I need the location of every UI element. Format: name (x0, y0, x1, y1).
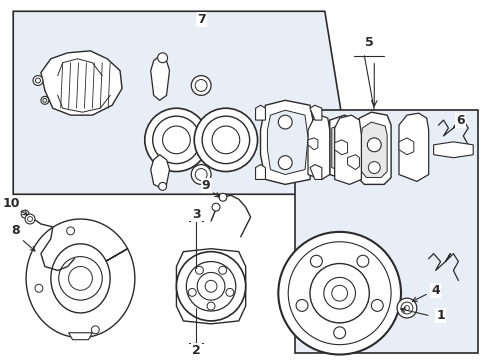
Circle shape (204, 280, 217, 292)
Circle shape (191, 76, 211, 95)
Circle shape (157, 53, 167, 63)
Circle shape (41, 96, 49, 104)
Circle shape (33, 76, 43, 85)
Polygon shape (13, 11, 354, 194)
Polygon shape (331, 124, 352, 171)
Circle shape (191, 165, 211, 184)
Circle shape (195, 80, 207, 91)
Text: 7: 7 (196, 13, 205, 26)
Circle shape (331, 285, 347, 301)
Polygon shape (398, 113, 428, 181)
Circle shape (396, 298, 416, 318)
Circle shape (212, 126, 239, 154)
Circle shape (27, 217, 32, 221)
Circle shape (43, 98, 47, 102)
Circle shape (194, 108, 257, 171)
Polygon shape (398, 138, 413, 155)
Polygon shape (267, 110, 307, 175)
Circle shape (188, 288, 196, 296)
Circle shape (404, 306, 408, 311)
Circle shape (370, 300, 383, 311)
Polygon shape (150, 56, 169, 100)
Polygon shape (357, 112, 390, 184)
Polygon shape (329, 115, 354, 179)
Circle shape (287, 242, 390, 345)
Circle shape (176, 252, 245, 321)
Circle shape (212, 203, 220, 211)
Polygon shape (347, 155, 359, 170)
Polygon shape (176, 249, 245, 324)
Polygon shape (309, 165, 321, 179)
Polygon shape (433, 142, 472, 158)
Polygon shape (307, 115, 329, 179)
Circle shape (278, 232, 400, 355)
Text: 6: 6 (455, 114, 464, 127)
Circle shape (367, 162, 380, 174)
Circle shape (366, 138, 381, 152)
Circle shape (225, 288, 233, 296)
Circle shape (219, 193, 226, 201)
Circle shape (197, 273, 224, 300)
Polygon shape (334, 140, 347, 155)
Text: 9: 9 (202, 179, 210, 192)
Polygon shape (334, 115, 361, 184)
Polygon shape (309, 105, 321, 120)
Circle shape (195, 266, 203, 274)
Circle shape (68, 266, 92, 290)
Circle shape (158, 183, 166, 190)
Circle shape (278, 156, 291, 170)
Circle shape (323, 277, 355, 309)
Circle shape (295, 300, 307, 311)
Circle shape (36, 78, 41, 83)
Polygon shape (260, 100, 314, 184)
Polygon shape (68, 333, 92, 340)
Circle shape (218, 266, 226, 274)
Polygon shape (41, 51, 122, 115)
Polygon shape (295, 110, 477, 352)
Polygon shape (361, 122, 386, 177)
Polygon shape (255, 105, 265, 120)
Polygon shape (255, 165, 265, 179)
Text: 3: 3 (191, 208, 200, 221)
Circle shape (144, 108, 208, 171)
Polygon shape (150, 155, 169, 187)
Text: 10: 10 (2, 197, 20, 210)
Circle shape (59, 257, 102, 300)
Polygon shape (307, 138, 317, 150)
Circle shape (152, 116, 200, 163)
Text: 2: 2 (191, 344, 200, 357)
Circle shape (186, 262, 235, 311)
Text: 5: 5 (364, 36, 373, 49)
Circle shape (356, 255, 368, 267)
Circle shape (35, 284, 43, 292)
Circle shape (202, 116, 249, 163)
Circle shape (66, 227, 74, 235)
Circle shape (195, 168, 207, 180)
Circle shape (21, 210, 29, 218)
Circle shape (162, 126, 190, 154)
Circle shape (278, 115, 291, 129)
Text: 4: 4 (430, 284, 439, 297)
Polygon shape (26, 219, 135, 338)
Circle shape (25, 214, 35, 224)
Text: 1: 1 (435, 310, 444, 323)
Circle shape (310, 255, 322, 267)
Text: 8: 8 (11, 224, 20, 237)
Circle shape (91, 326, 99, 334)
Circle shape (400, 302, 412, 314)
Circle shape (333, 327, 345, 339)
Circle shape (207, 302, 215, 310)
Circle shape (309, 264, 368, 323)
